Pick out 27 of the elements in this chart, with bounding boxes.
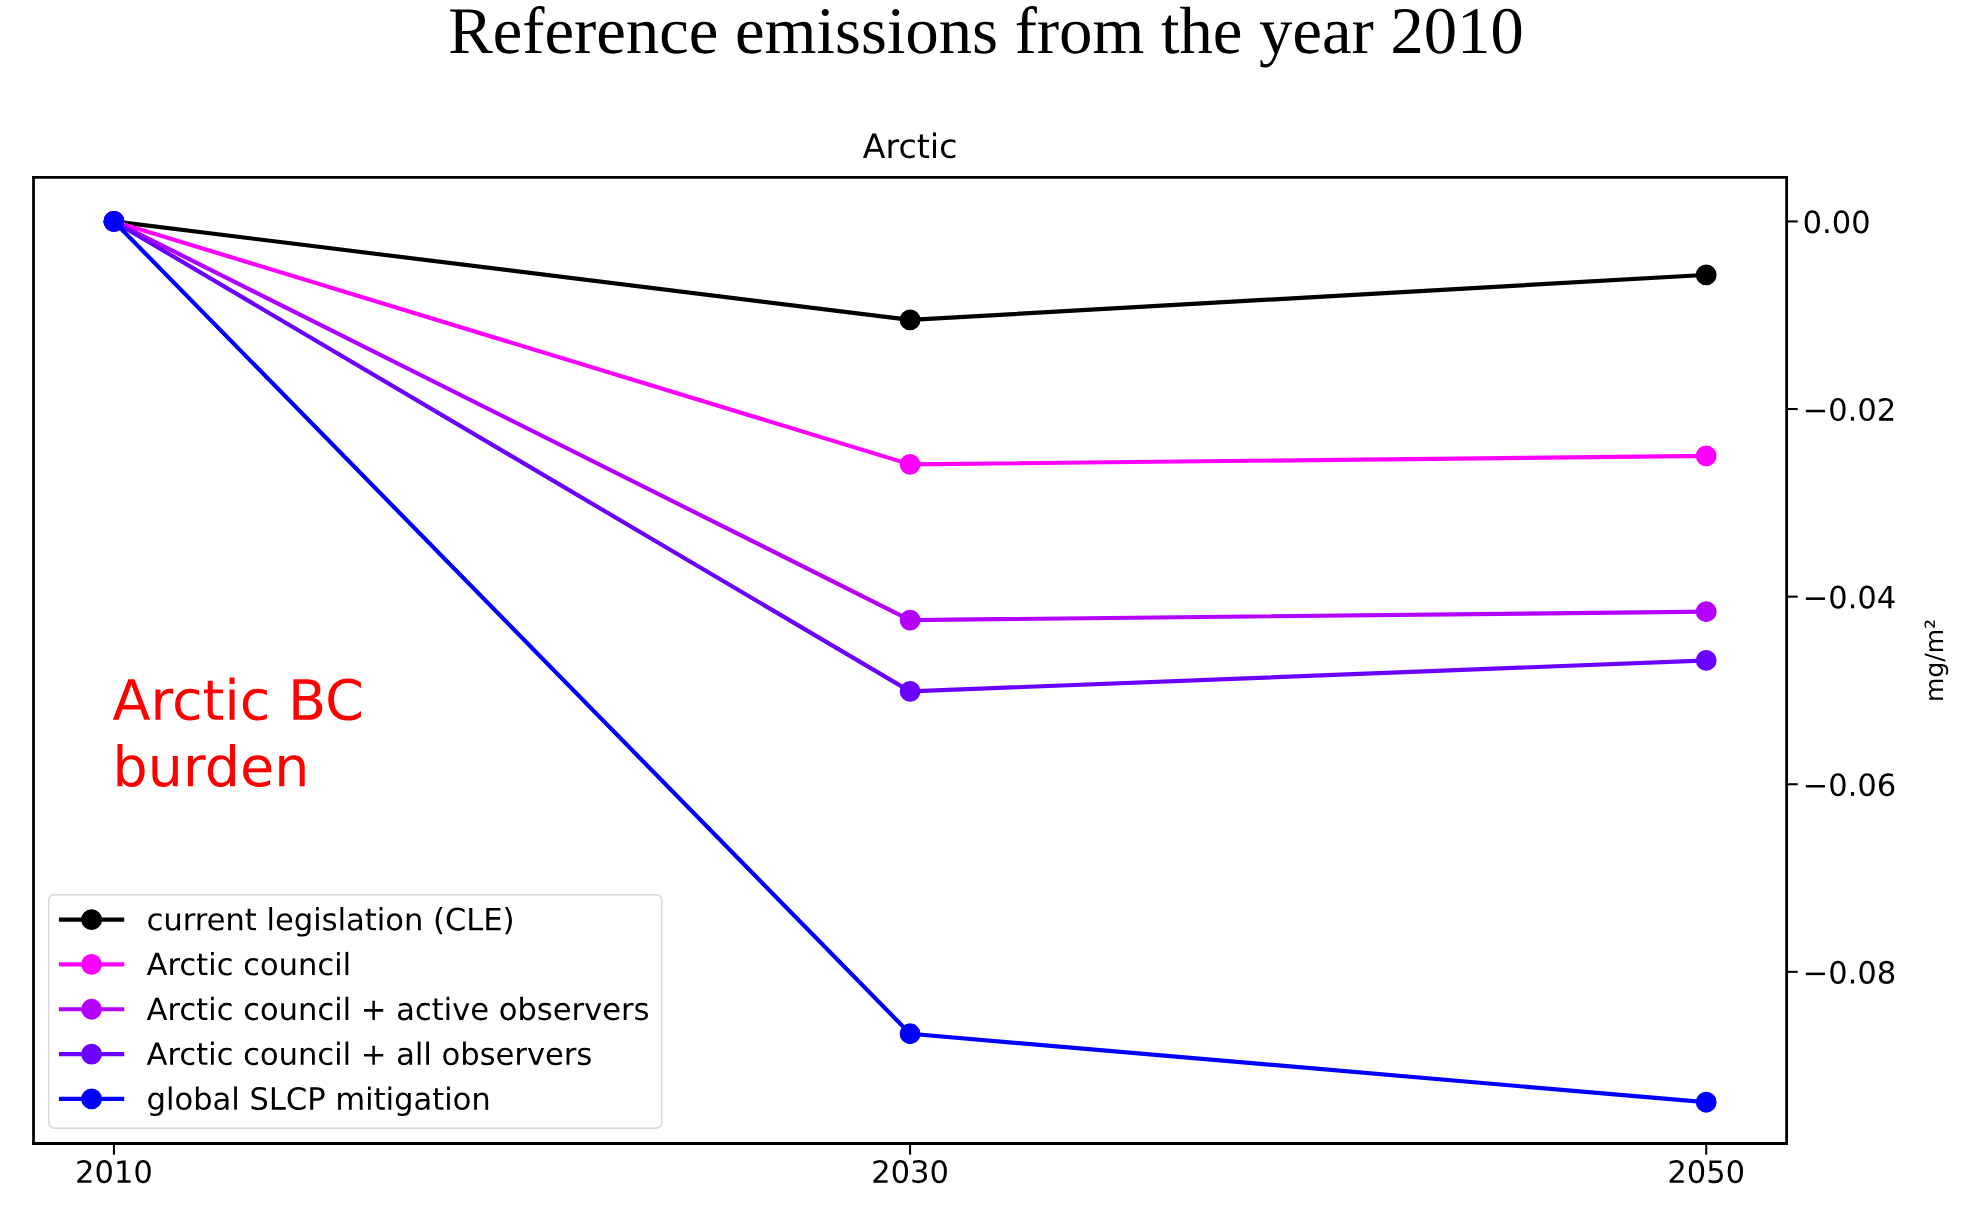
point [899, 1023, 921, 1045]
point [899, 680, 921, 702]
point [899, 309, 921, 331]
legend-label: current legislation (CLE) [148, 907, 512, 937]
point [1695, 264, 1717, 286]
legend-label: Arctic council + active observers [146, 996, 648, 1021]
legend-label: global SLCP mitigation [148, 1086, 489, 1117]
point [1695, 601, 1717, 623]
x-tick-label: 2050 [1669, 1160, 1744, 1184]
y-tick-label: −0.02 [1805, 397, 1894, 422]
chart-title: Reference emissions from the year 2010 [450, 6, 1522, 68]
point [899, 609, 921, 631]
legend-label: Arctic council + all observers [146, 1041, 591, 1066]
legend-label: Arctic council [146, 951, 349, 976]
y-tick-label: 0.00 [1804, 210, 1869, 234]
chart-subtitle: Arctic [862, 132, 956, 159]
x-tick-label: 2030 [873, 1160, 947, 1184]
y-tick-label: −0.04 [1805, 585, 1895, 609]
x-tick-label: 2010 [77, 1160, 151, 1184]
point [899, 453, 921, 475]
annotation: Arctic BC burden [112, 677, 361, 788]
point [1695, 1091, 1717, 1113]
y-axis-title: mg/m² [1924, 620, 1949, 700]
point [1695, 445, 1717, 467]
point [1695, 650, 1717, 671]
y-tick-label: −0.08 [1805, 960, 1895, 984]
y-tick-label: −0.06 [1805, 773, 1895, 797]
